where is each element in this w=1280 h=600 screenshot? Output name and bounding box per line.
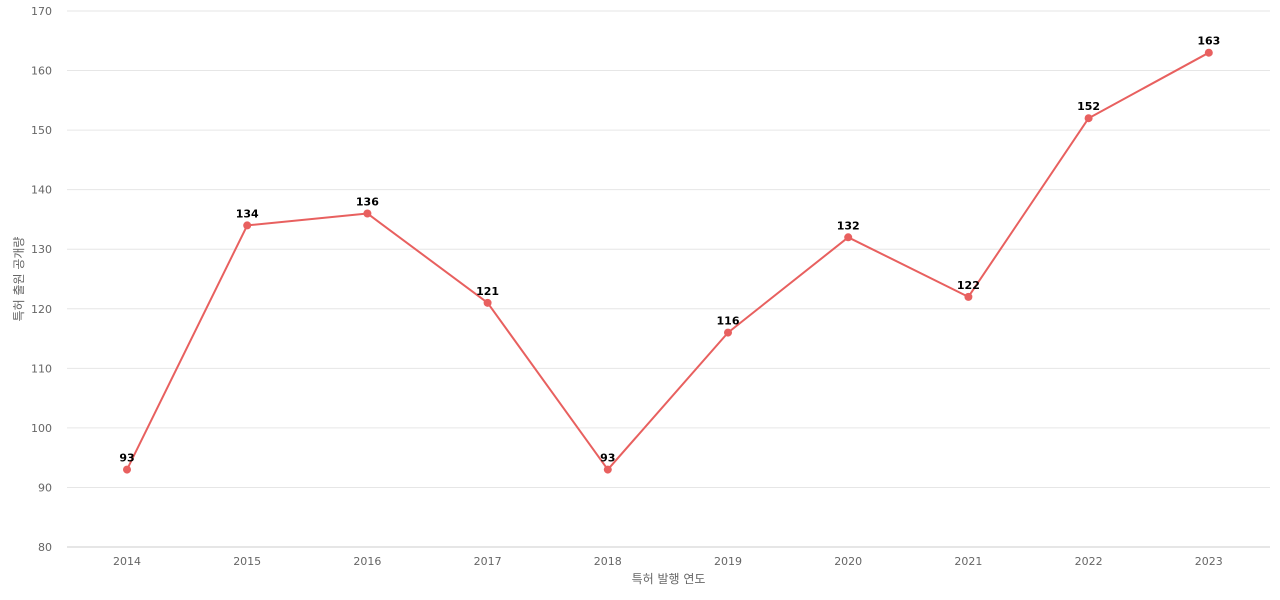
y-tick-label: 110 [31,362,52,375]
data-point [603,465,612,474]
x-tick-label: 2019 [714,555,742,568]
data-point [123,465,131,474]
x-tick-label: 2017 [474,555,502,568]
x-tick-label: 2014 [113,555,141,568]
data-point [964,292,973,301]
data-point [724,328,732,337]
y-axis-title: 특허 출원 공개량 [12,237,26,322]
grid-layer [67,10,1270,488]
y-tick-label: 90 [38,481,52,494]
y-tick-label: 140 [31,184,52,197]
data-label: 136 [356,195,379,208]
data-point [483,298,492,307]
data-label: 93 [119,452,134,465]
y-tick-label: 150 [31,124,52,137]
data-label: 116 [717,315,740,328]
data-points [123,48,1213,474]
data-point [243,221,252,230]
x-tick-label: 2021 [954,555,982,568]
x-tick-label: 2016 [353,555,381,568]
y-tick-label: 100 [31,422,52,435]
x-tick-label: 2018 [594,555,622,568]
data-label: 163 [1197,35,1220,48]
data-point [1084,114,1093,123]
x-tick-label: 2022 [1075,555,1103,568]
y-tick-label: 120 [31,303,52,316]
x-axis-ticks: 2014 2015 2016 2017 2018 2019 2020 2021 2022 2023 [113,555,1223,568]
x-tick-label: 2020 [834,555,862,568]
data-label: 132 [837,219,860,232]
y-tick-label: 130 [31,243,52,256]
data-point [844,233,853,242]
y-tick-label: 160 [31,65,52,78]
series-layer [126,51,1210,471]
data-label: 122 [957,279,980,292]
data-label: 134 [236,207,259,220]
series-line [126,51,1210,471]
data-label: 121 [476,285,499,298]
x-tick-label: 2023 [1195,555,1223,568]
data-point [363,209,372,218]
y-tick-label: 80 [38,541,52,554]
data-point [1204,48,1213,57]
y-axis-ticks: 80 90 100 110 120 130 140 150 160 170 [31,5,52,554]
x-axis-title: 특허 발행 연도 [632,571,706,586]
data-label: 152 [1077,100,1100,113]
x-tick-label: 2015 [233,555,261,568]
data-labels: 93 134 136 121 93 116 132 122 152 163 [119,35,1220,465]
y-tick-label: 170 [31,5,52,18]
data-label: 93 [600,452,615,465]
